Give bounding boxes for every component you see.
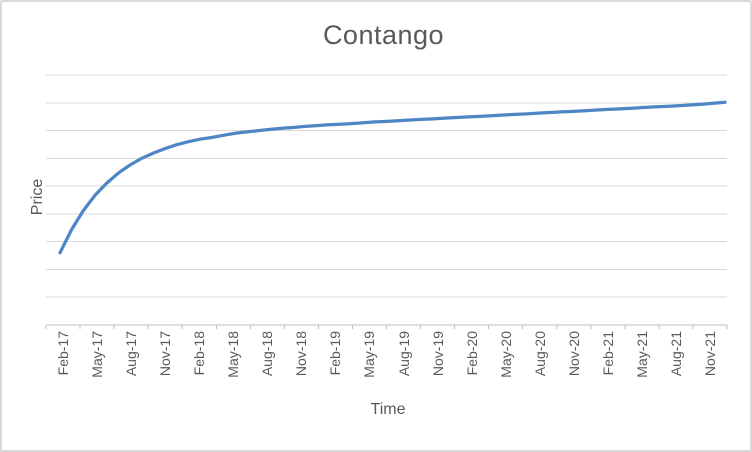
x-axis-title: Time xyxy=(370,401,406,418)
x-tick-label: May-18 xyxy=(225,331,242,378)
x-tick-label: Aug-17 xyxy=(123,331,140,377)
x-tick-label: Aug-20 xyxy=(531,331,548,377)
x-tick-label: Feb-21 xyxy=(599,331,616,376)
x-tick-label: May-19 xyxy=(361,331,378,378)
x-tick-label: May-17 xyxy=(89,331,106,378)
x-tick-label: Aug-18 xyxy=(259,331,276,377)
x-tick-label: Nov-17 xyxy=(157,331,174,377)
x-tick-label: Nov-21 xyxy=(701,331,718,377)
series-line-price[interactable] xyxy=(58,100,727,255)
x-tick-label: Nov-20 xyxy=(565,331,582,377)
x-tick-label: Feb-17 xyxy=(55,331,72,376)
x-tick-label: Aug-21 xyxy=(667,331,684,377)
chart-title: Contango xyxy=(322,20,445,50)
x-tick-label: Feb-20 xyxy=(463,331,480,376)
x-tick-label: Nov-19 xyxy=(429,331,446,377)
x-tick-label: Nov-18 xyxy=(293,331,310,377)
x-tick-label: May-20 xyxy=(497,331,514,378)
x-tick-label: May-21 xyxy=(633,331,650,378)
x-tick-label: Feb-18 xyxy=(191,331,208,376)
x-tick-label: Feb-19 xyxy=(327,331,344,376)
x-tick-label: Aug-19 xyxy=(395,331,412,377)
